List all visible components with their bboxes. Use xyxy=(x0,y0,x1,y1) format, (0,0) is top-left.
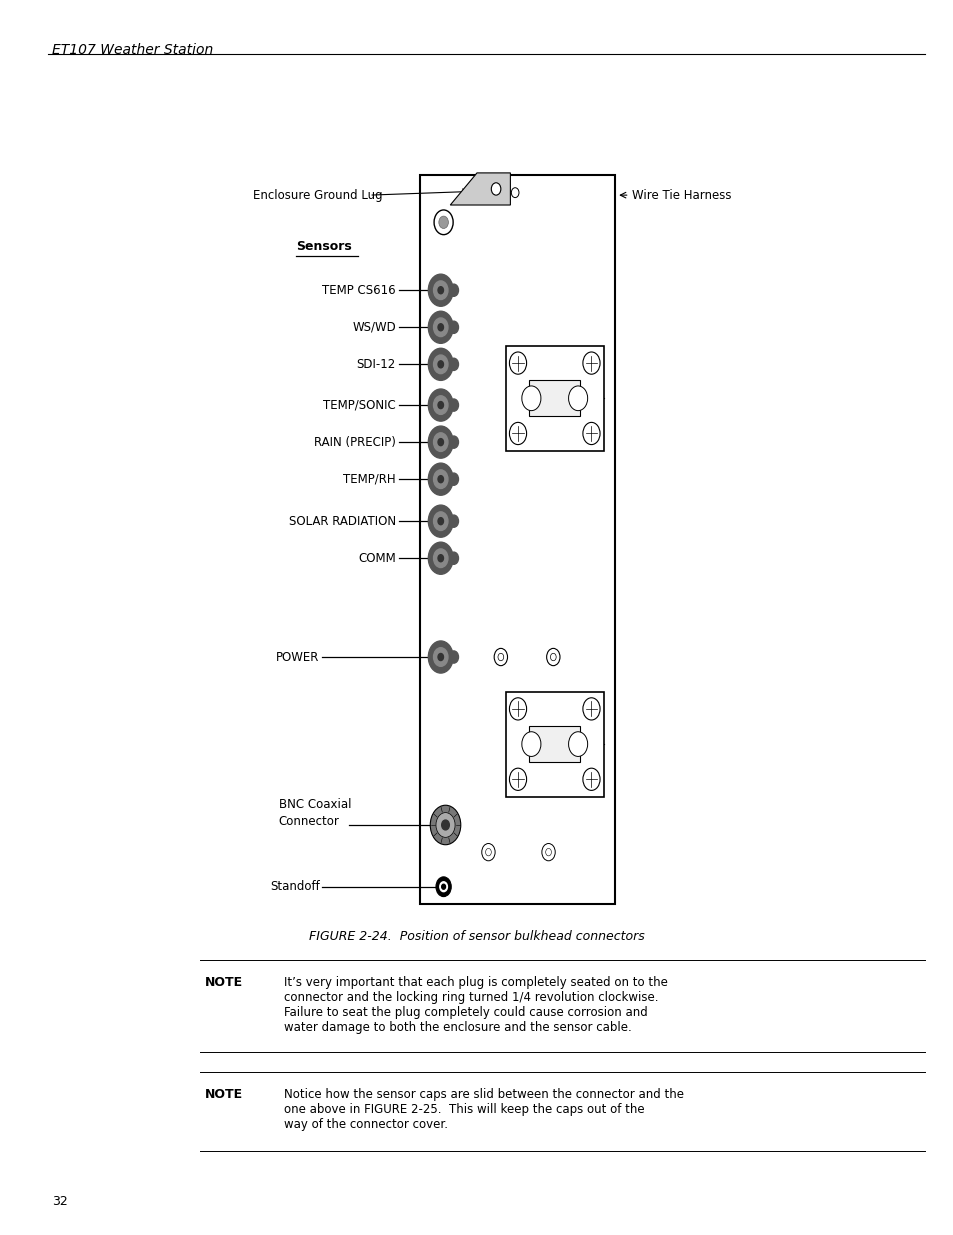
Text: TEMP CS616: TEMP CS616 xyxy=(322,284,395,296)
Circle shape xyxy=(511,188,518,198)
Text: Enclosure Ground Lug: Enclosure Ground Lug xyxy=(253,189,382,201)
Circle shape xyxy=(428,505,453,537)
Text: WS/WD: WS/WD xyxy=(352,321,395,333)
Text: TEMP/RH: TEMP/RH xyxy=(343,473,395,485)
Circle shape xyxy=(430,805,460,845)
Circle shape xyxy=(437,517,443,525)
Circle shape xyxy=(521,731,540,756)
Circle shape xyxy=(437,324,443,331)
Circle shape xyxy=(568,731,587,756)
Text: TEMP/SONIC: TEMP/SONIC xyxy=(323,399,395,411)
Circle shape xyxy=(428,389,453,421)
Circle shape xyxy=(428,311,453,343)
Circle shape xyxy=(433,280,448,300)
Circle shape xyxy=(428,463,453,495)
Circle shape xyxy=(568,385,587,410)
Circle shape xyxy=(582,422,599,445)
Text: Wire Tie Harness: Wire Tie Harness xyxy=(631,189,730,201)
Circle shape xyxy=(428,641,453,673)
Circle shape xyxy=(550,653,556,661)
Circle shape xyxy=(541,844,555,861)
Text: SOLAR RADIATION: SOLAR RADIATION xyxy=(289,515,395,527)
Circle shape xyxy=(449,399,458,411)
Bar xyxy=(529,380,579,416)
Circle shape xyxy=(546,648,559,666)
Circle shape xyxy=(428,274,453,306)
Circle shape xyxy=(509,698,526,720)
Circle shape xyxy=(582,352,599,374)
Circle shape xyxy=(436,877,451,897)
Text: NOTE: NOTE xyxy=(205,1088,243,1102)
Text: Standoff: Standoff xyxy=(270,881,319,893)
Text: BNC Coaxial
Connector: BNC Coaxial Connector xyxy=(278,798,351,827)
Circle shape xyxy=(437,475,443,483)
Circle shape xyxy=(509,422,526,445)
Circle shape xyxy=(449,284,458,296)
Circle shape xyxy=(428,426,453,458)
Circle shape xyxy=(509,768,526,790)
Circle shape xyxy=(494,648,507,666)
Circle shape xyxy=(433,432,448,452)
Text: ET107 Weather Station: ET107 Weather Station xyxy=(52,43,213,57)
Circle shape xyxy=(437,438,443,446)
Circle shape xyxy=(491,183,500,195)
Circle shape xyxy=(449,515,458,527)
Circle shape xyxy=(449,321,458,333)
Text: RAIN (PRECIP): RAIN (PRECIP) xyxy=(314,436,395,448)
Polygon shape xyxy=(450,173,510,205)
Circle shape xyxy=(434,210,453,235)
Bar xyxy=(505,346,603,451)
Circle shape xyxy=(497,653,503,661)
Circle shape xyxy=(433,354,448,374)
Circle shape xyxy=(449,552,458,564)
Text: COMM: COMM xyxy=(357,552,395,564)
Circle shape xyxy=(433,317,448,337)
Circle shape xyxy=(433,511,448,531)
Circle shape xyxy=(437,361,443,368)
Bar xyxy=(419,175,615,904)
Circle shape xyxy=(433,395,448,415)
Circle shape xyxy=(439,882,447,892)
Circle shape xyxy=(441,820,449,830)
Text: Sensors: Sensors xyxy=(295,241,351,253)
Text: FIGURE 2-24.  Position of sensor bulkhead connectors: FIGURE 2-24. Position of sensor bulkhead… xyxy=(309,930,644,942)
Circle shape xyxy=(481,844,495,861)
Bar xyxy=(529,726,579,762)
Circle shape xyxy=(545,848,551,856)
Circle shape xyxy=(449,358,458,370)
Circle shape xyxy=(485,848,491,856)
Text: Notice how the sensor caps are slid between the connector and the
one above in F: Notice how the sensor caps are slid betw… xyxy=(284,1088,683,1131)
Text: SDI-12: SDI-12 xyxy=(356,358,395,370)
Text: It’s very important that each plug is completely seated on to the
connector and : It’s very important that each plug is co… xyxy=(284,976,667,1034)
Circle shape xyxy=(437,401,443,409)
Circle shape xyxy=(441,884,445,889)
Circle shape xyxy=(437,653,443,661)
Circle shape xyxy=(438,216,448,228)
Circle shape xyxy=(433,469,448,489)
Circle shape xyxy=(428,542,453,574)
Circle shape xyxy=(521,385,540,410)
Text: NOTE: NOTE xyxy=(205,976,243,989)
Text: POWER: POWER xyxy=(276,651,319,663)
Circle shape xyxy=(582,698,599,720)
Circle shape xyxy=(509,352,526,374)
Circle shape xyxy=(449,651,458,663)
Bar xyxy=(505,692,603,797)
Circle shape xyxy=(437,287,443,294)
Circle shape xyxy=(582,768,599,790)
Circle shape xyxy=(436,813,455,837)
Circle shape xyxy=(437,555,443,562)
Circle shape xyxy=(449,436,458,448)
Text: 32: 32 xyxy=(52,1194,69,1208)
Circle shape xyxy=(428,348,453,380)
Circle shape xyxy=(433,647,448,667)
Circle shape xyxy=(449,473,458,485)
Circle shape xyxy=(433,548,448,568)
